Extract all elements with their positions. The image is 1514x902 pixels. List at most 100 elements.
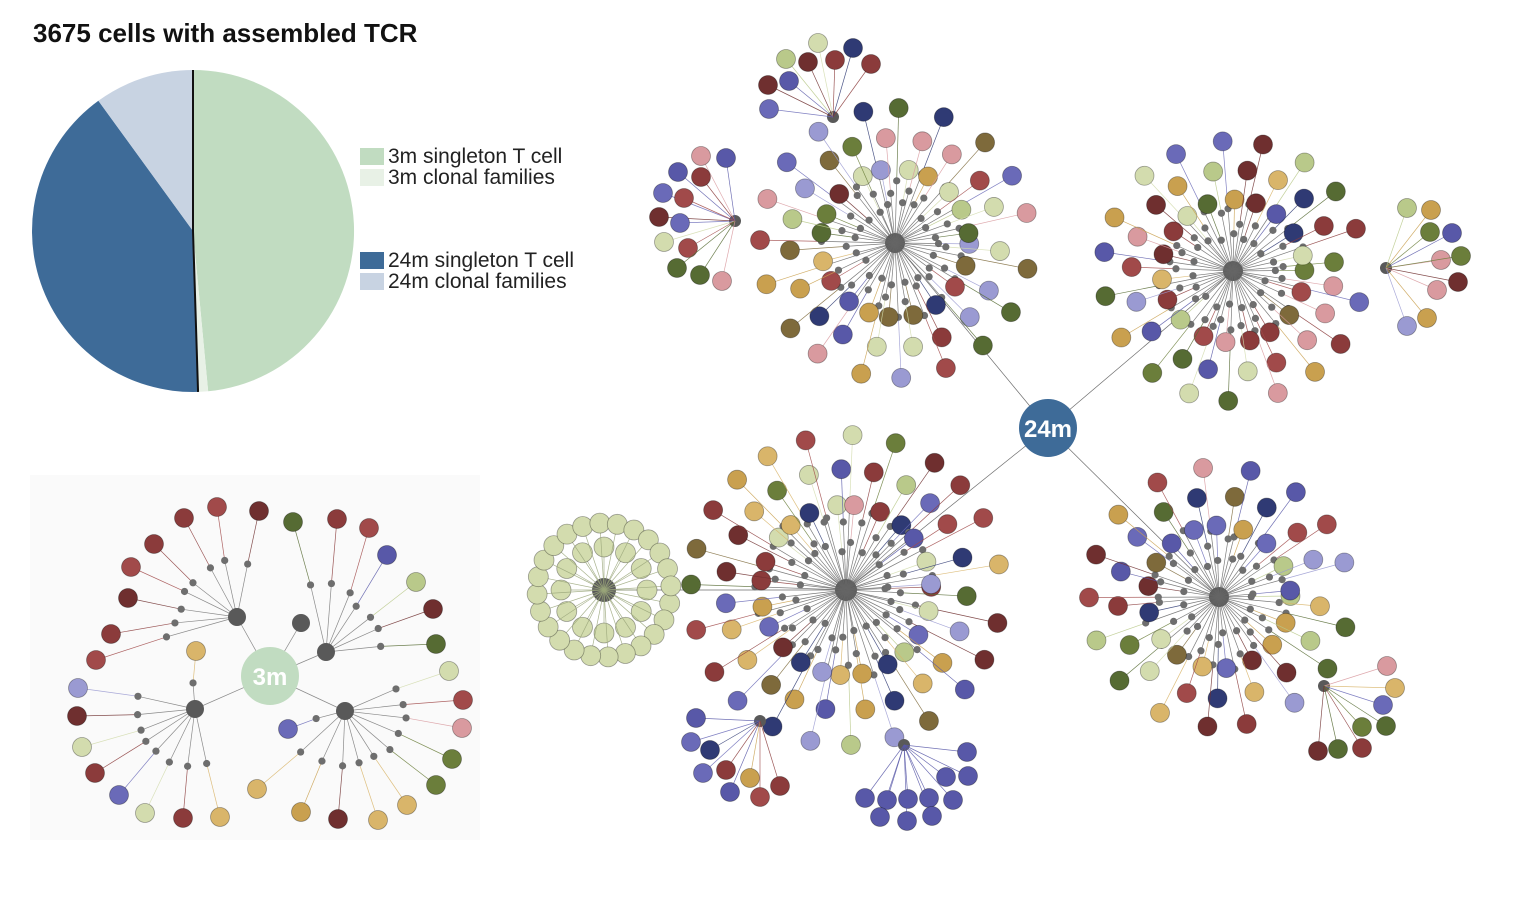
clonotype-node bbox=[1273, 556, 1294, 577]
clonotype-node bbox=[1240, 461, 1261, 481]
network-edge bbox=[1179, 270, 1234, 289]
clonotype-node bbox=[975, 132, 995, 153]
network-edge bbox=[891, 242, 896, 285]
network-edge bbox=[1273, 524, 1328, 561]
network-edge bbox=[845, 589, 892, 602]
pie-slice-sg24 bbox=[32, 100, 199, 392]
network-edge bbox=[702, 720, 761, 774]
network-edge bbox=[894, 218, 922, 244]
network-edge bbox=[566, 533, 605, 591]
network-edge bbox=[543, 559, 605, 591]
clonotype-node bbox=[1262, 634, 1283, 655]
network-edge bbox=[1207, 664, 1214, 727]
network-edge bbox=[537, 589, 605, 595]
network-edge bbox=[845, 575, 933, 591]
pie-slice-cl24 bbox=[98, 70, 193, 231]
clonotype-node bbox=[653, 183, 673, 203]
clonotype-node bbox=[563, 639, 585, 661]
clonotype-node bbox=[921, 574, 941, 594]
clonotype-node bbox=[790, 278, 811, 299]
network-edge bbox=[1154, 574, 1220, 598]
junction-node bbox=[370, 752, 378, 760]
clonotype-node bbox=[1246, 193, 1266, 214]
junction-node bbox=[189, 579, 197, 587]
junction-node bbox=[1205, 633, 1213, 642]
junction-node bbox=[1237, 322, 1245, 330]
clonotype-node bbox=[954, 679, 975, 700]
clonotype-node bbox=[761, 675, 782, 695]
network-edge bbox=[1218, 576, 1270, 598]
network-edge bbox=[849, 435, 853, 501]
network-edge bbox=[863, 111, 878, 170]
junction-node bbox=[871, 652, 879, 660]
junction-node bbox=[878, 274, 886, 282]
clonotype-node bbox=[1300, 630, 1321, 651]
network-edge bbox=[603, 524, 618, 591]
clonotype-node bbox=[1417, 308, 1437, 328]
network-edge bbox=[1385, 267, 1428, 319]
clonotype-node bbox=[885, 433, 906, 454]
junction-node bbox=[893, 625, 901, 633]
clonotype-node bbox=[660, 575, 682, 597]
network-edge bbox=[1152, 324, 1192, 374]
network-edge bbox=[782, 525, 847, 591]
network-edge bbox=[851, 242, 896, 286]
junction-node bbox=[787, 539, 795, 547]
clonotype-node bbox=[932, 653, 953, 673]
junction-node bbox=[1278, 274, 1286, 283]
network-edge bbox=[894, 197, 925, 244]
network-edge bbox=[187, 708, 196, 767]
clonotype-node bbox=[1253, 134, 1273, 155]
network-edge bbox=[1197, 247, 1234, 272]
network-edge bbox=[860, 228, 896, 244]
clonotype-node bbox=[716, 760, 736, 780]
network-edge bbox=[1323, 685, 1396, 689]
clonotype-node bbox=[958, 223, 979, 243]
network-edge bbox=[855, 237, 896, 244]
clonotype-node bbox=[1376, 716, 1396, 736]
hub-node bbox=[186, 700, 204, 718]
network-edge bbox=[875, 484, 907, 538]
network-edge bbox=[885, 242, 896, 298]
clonotype-node bbox=[1330, 334, 1351, 354]
network-3m: 3m bbox=[30, 475, 480, 840]
junction-node bbox=[913, 645, 921, 654]
clonotype-node bbox=[829, 184, 850, 204]
clonotype-node bbox=[990, 241, 1010, 261]
clonotype-node bbox=[423, 599, 443, 619]
network-edge bbox=[766, 265, 825, 285]
network-edge bbox=[210, 567, 238, 618]
junction-node bbox=[900, 548, 908, 556]
clonotype-node bbox=[1187, 488, 1207, 508]
network-edge bbox=[1218, 538, 1229, 598]
clonotype-node bbox=[756, 274, 777, 295]
clonotype-node bbox=[572, 616, 593, 638]
network-edge bbox=[1268, 629, 1328, 669]
clonotype-node bbox=[173, 808, 193, 828]
network-edge bbox=[894, 242, 956, 280]
junction-node bbox=[377, 642, 385, 650]
clonotype-node bbox=[898, 160, 919, 180]
junction-node bbox=[839, 518, 847, 526]
clonotype-node bbox=[807, 343, 828, 364]
network-edge bbox=[767, 198, 827, 220]
clonotype-node bbox=[426, 634, 446, 654]
clonotype-node bbox=[875, 128, 896, 148]
network-edge bbox=[795, 589, 847, 601]
junction-node bbox=[781, 624, 789, 632]
network-edge bbox=[712, 509, 774, 547]
legend-label: 3m clonal families bbox=[388, 166, 555, 189]
junction-node bbox=[943, 220, 951, 228]
clonotype-node bbox=[808, 121, 829, 142]
clonotype-node bbox=[86, 650, 106, 670]
clonotype-node bbox=[750, 787, 770, 807]
network-edge bbox=[887, 204, 896, 244]
network-edge bbox=[825, 546, 847, 591]
clonotype-node bbox=[247, 779, 267, 799]
clonotype-node bbox=[1151, 629, 1172, 649]
junction-node bbox=[386, 745, 394, 754]
legend-item-24m-clonal: 24m clonal families bbox=[360, 271, 574, 292]
network-edge bbox=[1232, 270, 1283, 279]
junction-node bbox=[1203, 562, 1212, 571]
clonotype-node bbox=[744, 501, 765, 522]
